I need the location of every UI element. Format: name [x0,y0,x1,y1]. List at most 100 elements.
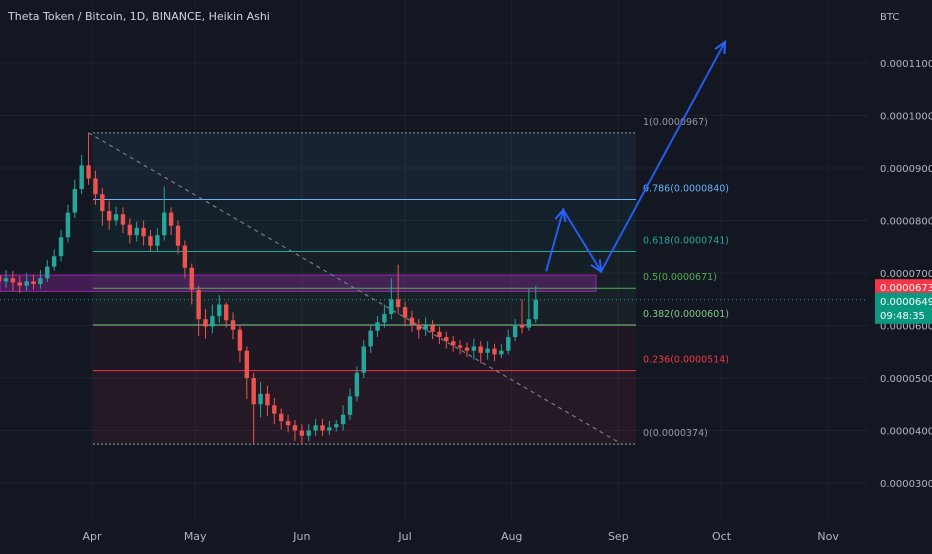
fib-levels-layer: 1(0.0000967) 0.786(0.0000840) 0.618(0.0000… [93,117,729,445]
candle-body [430,325,435,332]
y-tick-label: 0.0000600 [880,322,932,333]
candle-body [244,350,249,378]
x-tick-label: Oct [712,530,732,543]
candle-body [203,319,208,327]
candle-body [464,347,470,351]
fib-label: 0(0.0000374) [643,428,708,439]
candle-body [299,430,305,436]
candle-body [354,372,360,397]
candle-body [395,299,401,308]
candle-body [113,214,119,221]
candle-body [478,346,483,353]
candle-body [457,345,463,348]
x-tick-label: May [184,530,207,543]
candle-body [65,212,71,238]
candle-body [120,214,126,225]
candle-body [3,278,9,282]
fib-label: 0.382(0.0000601) [643,309,729,320]
candle-body [313,425,318,431]
candle-body [416,324,421,330]
candle-body [217,304,222,317]
candle-body [265,393,270,406]
fib-band [93,199,636,252]
candle-body [58,237,64,257]
candle-body [382,313,387,323]
candle-body [327,427,332,431]
candles-layer [0,132,538,445]
candle-body [347,396,353,415]
grid-layer [0,0,868,522]
y-tick-label: 0.0001100 [880,59,932,70]
y-tick-label: 0.0001000 [880,112,932,123]
countdown-text: 09:48:35 [880,311,925,322]
candle-body [251,378,256,405]
candle-body [320,425,325,431]
x-tick-label: Sep [608,530,629,543]
resistance-zone [0,274,597,292]
candle-body [444,337,449,342]
candle-body [279,413,284,422]
candle-body [223,304,229,321]
candle-body [340,414,346,425]
candle-body [292,425,298,431]
candle-body [141,227,146,237]
fib-label: 0.618(0.0000741) [643,235,729,246]
candle-body [533,299,538,320]
current-price-badge [875,292,932,324]
candle-body [306,430,311,436]
candle-body [272,405,277,414]
candle-body [72,189,77,213]
candle-body [492,348,497,355]
candle-body [100,194,105,212]
candle-body [402,307,408,318]
fib-label: 0.236(0.0000514) [643,355,729,366]
x-tick-label: Aug [501,530,522,543]
price-axis: 0.0000300 0.0000400 0.0000500 0.0000600 0.00… [880,12,932,490]
projection-path [545,41,726,274]
candle-body [526,319,532,328]
last-price-text: 0.0000673 [880,283,932,294]
last-price-badge [875,279,932,296]
candle-body [162,212,167,236]
y-tick-label: 0.0000800 [880,217,932,228]
y-tick-label: 0.0000900 [880,164,932,175]
candle-body [10,278,16,283]
candle-body [175,225,181,246]
candle-body [519,324,525,328]
chart-title: Theta Token / Bitcoin, 1D, BINANCE, Heik… [8,10,270,23]
candle-body [93,178,98,195]
candle-body [512,324,518,338]
candle-body [237,329,243,351]
candle-body [471,346,477,351]
candle-body [375,322,380,331]
y-tick-label: 0.0000500 [880,374,932,385]
fib-label: 0.5(0.0000671) [643,272,717,283]
candle-body [389,299,394,314]
candle-body [134,227,139,236]
candle-body [0,275,2,282]
candle-body [423,325,428,330]
fib-band [93,288,636,325]
candle-body [196,289,201,320]
candle-body [107,211,112,221]
price-labels-layer: 0.0000673 0.0000649 09:48:35 [0,279,932,324]
candle-body [485,348,490,353]
candle-body [189,267,194,290]
time-axis: Apr May Jun Jul Aug Sep Oct Nov [82,530,839,543]
fib-label: 0.786(0.0000840) [643,184,729,195]
y-tick-label: 0.0000400 [880,427,932,438]
x-tick-label: Apr [82,530,102,543]
candle-body [17,282,22,286]
candle-body [79,165,84,189]
y-tick-label: 0.0000700 [880,269,932,280]
fib-band [93,370,636,445]
candle-body [437,331,442,338]
currency-label: BTC [880,12,899,23]
candle-body [45,266,50,279]
candle-body [368,330,373,347]
candle-body [230,320,236,330]
candle-body [451,341,456,346]
candle-body [24,281,29,286]
